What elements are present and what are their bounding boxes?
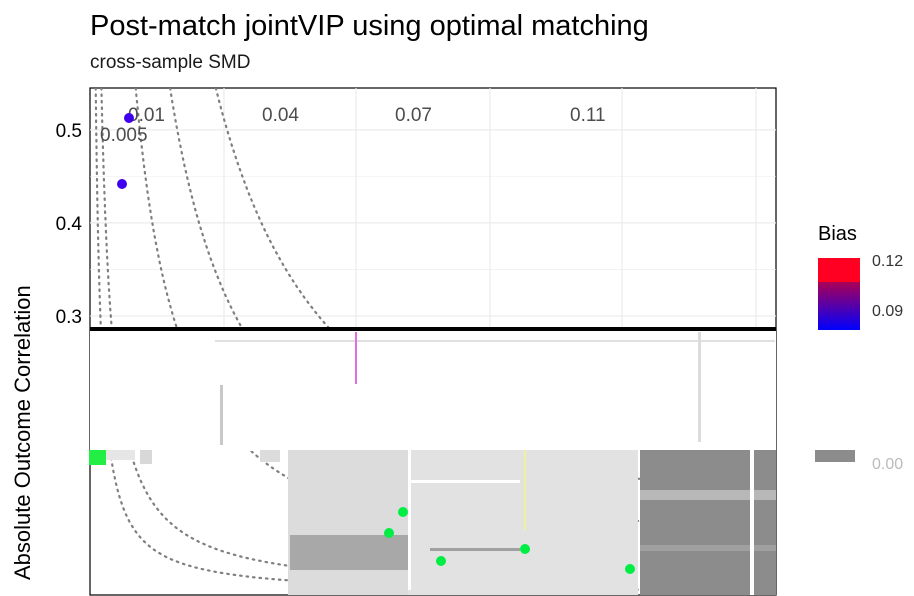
data-point	[117, 179, 127, 189]
contour-label: 0.01	[128, 105, 165, 126]
data-point	[124, 113, 134, 123]
y-tick-label: 0.4	[56, 214, 83, 235]
data-point	[625, 564, 635, 574]
y-tick-label: 0.5	[56, 121, 82, 142]
data-point	[398, 507, 408, 517]
contour-label: 0.11	[570, 105, 606, 126]
legend-title: Bias	[818, 223, 857, 245]
legend-tick-0: 0.12	[872, 253, 903, 270]
data-point	[384, 528, 394, 538]
y-axis-ticks: 0.3 0.4 0.5	[56, 121, 83, 328]
y-axis-title-svg: Absolute Outcome Correlation	[2, 90, 46, 590]
contour-label: 0.04	[262, 105, 299, 126]
y-tick-label: 0.3	[56, 307, 82, 328]
y-axis-title: Absolute Outcome Correlation	[10, 285, 35, 580]
contour-label: 0.005	[100, 125, 148, 146]
legend-tick-1: 0.09	[872, 303, 903, 320]
contour-label: 0.07	[395, 105, 432, 126]
legend-tick-2: 0.00	[872, 456, 903, 473]
data-point	[436, 556, 446, 566]
corrupted-render-region	[89, 327, 855, 595]
grid	[90, 88, 776, 327]
data-point	[520, 544, 530, 554]
